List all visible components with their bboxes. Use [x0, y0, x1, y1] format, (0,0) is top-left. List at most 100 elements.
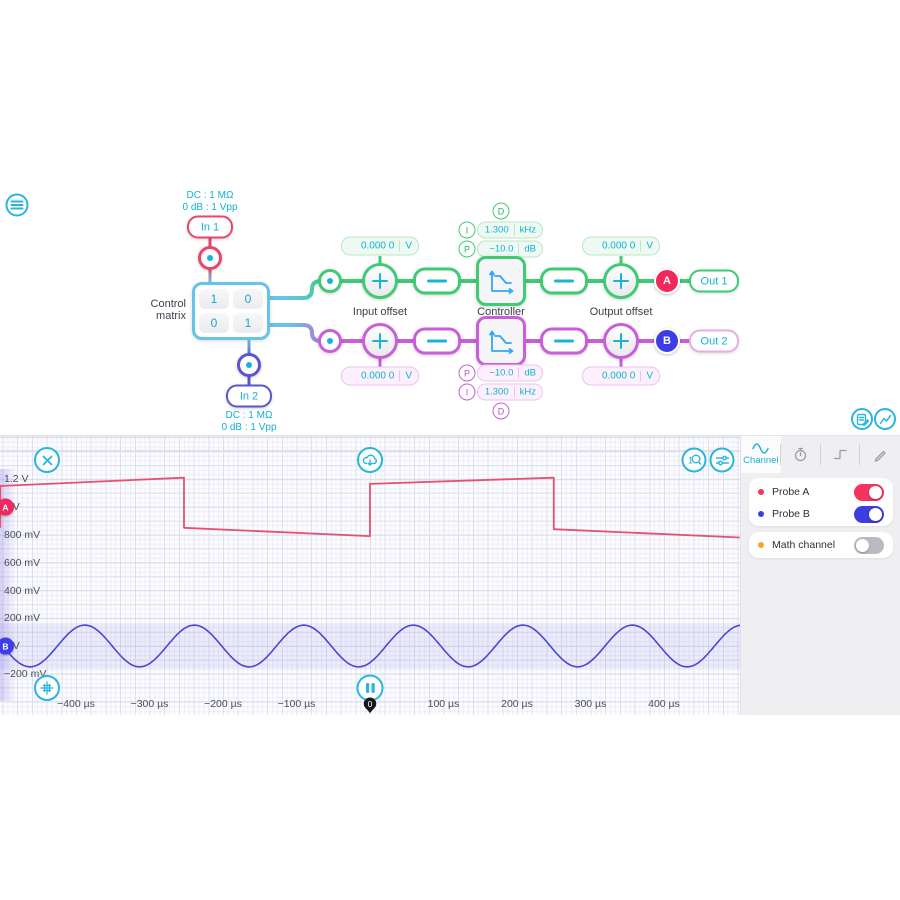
waveform-canvas: [0, 476, 740, 669]
y-tick: −200 mV: [4, 668, 47, 680]
oscilloscope-display[interactable]: 1.2 V 1 V 800 mV 600 mV 400 mV 200 mV 0 …: [0, 435, 740, 715]
acquisition-settings-button[interactable]: [709, 447, 735, 473]
probe-b-zero-marker[interactable]: B: [0, 637, 14, 655]
row2-tap-node[interactable]: [318, 329, 342, 353]
matrix-cell-21[interactable]: 0: [199, 313, 229, 333]
row2-param-p-value[interactable]: −10.0 dB: [477, 364, 543, 382]
x-tick: −100 µs: [277, 698, 316, 710]
row1-tap-node[interactable]: [318, 269, 342, 293]
row1-param-i-value[interactable]: 1.300 kHz: [477, 221, 543, 239]
row1-param-d[interactable]: D: [492, 202, 510, 220]
row2-input-offset-block[interactable]: [362, 323, 398, 359]
matrix-cell-22[interactable]: 1: [233, 313, 263, 333]
row1-gain-block-2[interactable]: [540, 267, 588, 295]
panel-tabbar: Channel: [741, 436, 900, 473]
settings-panel: Channel Pr: [740, 435, 900, 715]
math-channel-toggle[interactable]: [854, 536, 884, 554]
pause-icon: [365, 683, 375, 693]
row1-output-offset-block[interactable]: [603, 263, 639, 299]
trigger-time-marker[interactable]: 0: [362, 697, 378, 720]
y-tick: 1.2 V: [4, 473, 29, 485]
row2-gain-block-2[interactable]: [540, 327, 588, 355]
sliders-icon: [715, 455, 729, 465]
out2-port[interactable]: Out 2: [689, 329, 739, 353]
row1-input-offset-block[interactable]: [362, 263, 398, 299]
tab-trigger[interactable]: [821, 436, 861, 473]
matrix-cell-11[interactable]: 1: [199, 289, 229, 309]
math-channel-card: Math channel: [749, 532, 893, 558]
row2-param-i[interactable]: I: [458, 383, 476, 401]
svg-text:1: 1: [688, 456, 693, 466]
row1-param-i[interactable]: I: [458, 221, 476, 239]
x-tick: 100 µs: [427, 698, 460, 710]
row2-param-d[interactable]: D: [492, 402, 510, 420]
row1-param-p[interactable]: P: [458, 240, 476, 258]
row1-controller-block[interactable]: [476, 256, 526, 306]
probe-a-trace: [0, 476, 740, 539]
close-icon: [42, 455, 52, 465]
probe-b-label: Probe B: [772, 508, 810, 520]
probe-a-label: Probe A: [772, 486, 810, 498]
crosshair-grid-icon: [40, 681, 54, 695]
y-tick: 800 mV: [4, 529, 41, 541]
zoom-reset-button[interactable]: 1: [681, 447, 707, 473]
probe-b-row[interactable]: Probe B: [749, 503, 893, 525]
x-tick: −300 µs: [130, 698, 169, 710]
row2-param-p[interactable]: P: [458, 364, 476, 382]
grid-settings-button[interactable]: [34, 675, 60, 701]
x-tick: −400 µs: [57, 698, 95, 710]
sine-wave-icon: [752, 443, 770, 454]
row2-controller-block[interactable]: [476, 316, 526, 366]
export-button[interactable]: [357, 447, 383, 473]
hamburger-icon: [10, 200, 24, 210]
in1-coupling: DC : 1 MΩ 0 dB : 1 Vpp: [182, 190, 238, 213]
probe-a-zero-marker[interactable]: A: [0, 498, 14, 516]
controller-response-icon: [489, 270, 514, 294]
math-channel-row[interactable]: Math channel: [749, 534, 893, 556]
probe-b-badge[interactable]: B: [654, 328, 680, 354]
row2-gain-block-1[interactable]: [413, 327, 461, 355]
control-matrix[interactable]: 1 0 0 1: [192, 282, 270, 340]
controller-label: Controller: [477, 306, 525, 318]
notes-button[interactable]: [851, 408, 873, 430]
in1-port[interactable]: In 1: [187, 215, 233, 239]
in1-node[interactable]: [198, 246, 222, 270]
tab-annotate[interactable]: [860, 436, 900, 473]
probe-a-color-dot: [758, 489, 764, 495]
matrix-cell-12[interactable]: 0: [233, 289, 263, 309]
row1-param-p-value[interactable]: −10.0 dB: [477, 240, 543, 258]
tab-channel[interactable]: Channel: [741, 436, 781, 473]
row2-output-offset-block[interactable]: [603, 323, 639, 359]
tab-timebase[interactable]: [781, 436, 821, 473]
measurements-button[interactable]: [874, 408, 896, 430]
pin-icon: 0: [363, 697, 377, 714]
connector-wires: [208, 236, 696, 387]
probe-b-color-dot: [758, 511, 764, 517]
pencil-icon: [874, 450, 887, 462]
math-color-dot: [758, 542, 764, 548]
close-scope-button[interactable]: [34, 447, 60, 473]
trigger-label: 0: [368, 699, 373, 709]
probe-a-row[interactable]: Probe A: [749, 478, 893, 503]
row1-gain-block-1[interactable]: [413, 267, 461, 295]
document-edit-icon: [856, 413, 869, 426]
probe-a-toggle[interactable]: [854, 483, 884, 501]
probe-list-card: Probe A Probe B: [749, 478, 893, 526]
probe-a-badge[interactable]: A: [654, 268, 680, 294]
out1-port[interactable]: Out 1: [689, 269, 739, 293]
cloud-download-icon: [362, 454, 377, 466]
y-tick: 400 mV: [4, 585, 41, 597]
x-tick: 200 µs: [501, 698, 533, 710]
in2-port[interactable]: In 2: [226, 384, 272, 408]
y-tick: 200 mV: [4, 612, 41, 624]
probe-b-envelope: [0, 623, 740, 669]
in2-node[interactable]: [237, 353, 261, 377]
probe-b-toggle[interactable]: [854, 505, 884, 523]
stopwatch-icon: [794, 447, 807, 462]
row2-param-i-value[interactable]: 1.300 kHz: [477, 383, 543, 401]
main-menu-button[interactable]: [5, 193, 29, 217]
